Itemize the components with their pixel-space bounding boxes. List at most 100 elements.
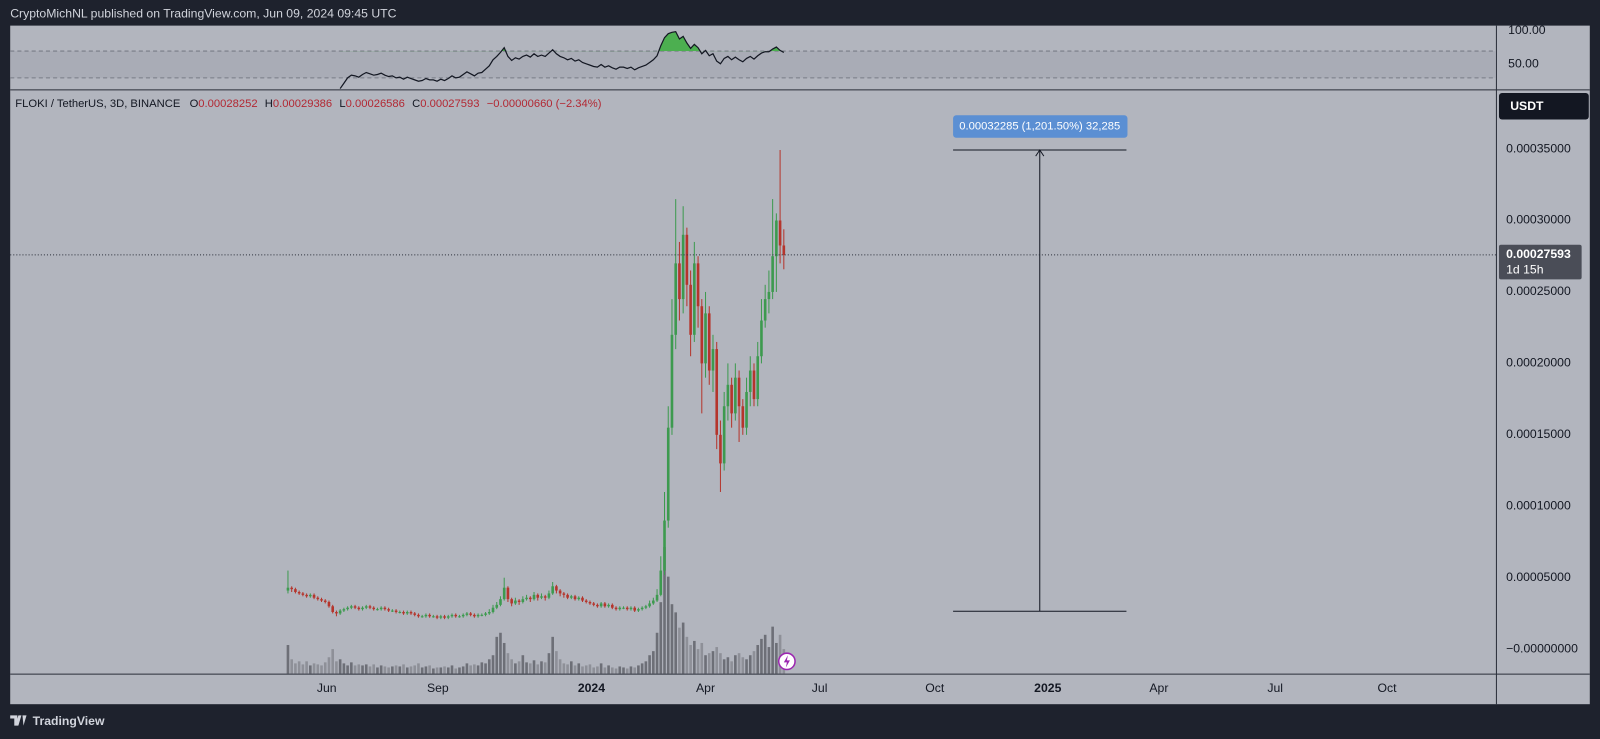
volume-bar xyxy=(495,636,499,674)
candle-body xyxy=(391,610,394,612)
candle-body xyxy=(640,607,644,610)
candle-body xyxy=(338,610,342,614)
candle-body xyxy=(685,234,689,285)
candle-body xyxy=(331,606,335,612)
legend: FLOKI / TetherUS, 3D, BINANCE O0.0002825… xyxy=(15,98,601,110)
candle-body xyxy=(357,607,361,610)
candle-body xyxy=(297,591,301,594)
volume-bar xyxy=(618,666,622,674)
volume-bar xyxy=(726,657,730,674)
volume-bar xyxy=(469,665,472,674)
volume-bar xyxy=(625,668,629,674)
volume-bar xyxy=(502,642,506,674)
volume-bar xyxy=(312,663,316,674)
candle-body xyxy=(309,594,312,597)
candle-body xyxy=(376,609,379,611)
alert-icon[interactable] xyxy=(777,652,796,671)
candle-body xyxy=(424,614,428,617)
ohlc-value: 0.00026586 xyxy=(346,98,405,110)
candle-body xyxy=(514,600,517,604)
volume-bar xyxy=(734,655,737,674)
volume-bar xyxy=(446,667,450,674)
x-tick-label: 2024 xyxy=(578,681,605,695)
volume-bar xyxy=(297,661,301,674)
candle-body xyxy=(719,434,722,464)
candle-body xyxy=(734,377,737,414)
candle-body xyxy=(450,614,454,617)
candle-body xyxy=(678,263,681,300)
volume-bar xyxy=(536,664,540,674)
volume-bar xyxy=(696,649,700,674)
candle-body xyxy=(432,616,435,618)
volume-bar xyxy=(439,667,443,674)
volume-bar xyxy=(294,663,297,674)
volume-bar xyxy=(394,665,398,674)
volume-bar xyxy=(286,645,290,674)
volume-bar xyxy=(301,664,305,674)
currency-button[interactable] xyxy=(1498,92,1589,120)
currency-label[interactable]: USDT xyxy=(1510,99,1544,113)
candle-body xyxy=(312,594,316,598)
candle-body xyxy=(409,611,413,614)
y-tick-label: 0.00030000 xyxy=(1506,213,1571,227)
volume-bar xyxy=(599,663,603,674)
volume-bar xyxy=(417,663,420,674)
volume-bar xyxy=(309,665,312,674)
candle-body xyxy=(707,313,711,371)
x-tick-label: Sep xyxy=(427,681,449,695)
logo-mark xyxy=(10,715,27,726)
volume-bar xyxy=(458,667,461,674)
ohlc-key: L xyxy=(339,98,345,110)
volume-bar xyxy=(570,661,573,674)
x-tick-label: Jul xyxy=(812,681,828,695)
volume-bar xyxy=(346,665,349,674)
volume-bar xyxy=(320,665,323,674)
volume-layer xyxy=(286,547,786,674)
candle-body xyxy=(599,603,603,607)
candle-body xyxy=(577,597,581,600)
candle-body xyxy=(625,607,629,610)
candle-body xyxy=(767,291,771,300)
volume-bar xyxy=(342,663,346,674)
candle-body xyxy=(510,599,513,604)
candle-body xyxy=(771,256,774,292)
candle-body xyxy=(763,299,767,321)
ohlc-key: O xyxy=(190,98,199,110)
candle-body xyxy=(532,594,536,600)
candle-body xyxy=(480,614,484,616)
volume-bar xyxy=(424,666,428,674)
volume-bar xyxy=(693,640,696,674)
volume-bar xyxy=(391,666,394,674)
volume-bar xyxy=(405,667,409,674)
volume-bar xyxy=(555,651,558,674)
volume-bar xyxy=(480,662,484,674)
candle-body xyxy=(562,593,566,595)
volume-bar xyxy=(730,661,733,674)
candle-body xyxy=(476,614,480,617)
candle-body xyxy=(487,611,491,614)
volume-bar xyxy=(290,659,293,674)
candle-body xyxy=(398,611,402,614)
volume-bar xyxy=(558,659,562,674)
volume-bar xyxy=(361,665,364,674)
candle-body xyxy=(760,320,763,357)
volume-bar xyxy=(387,667,390,674)
volume-bar xyxy=(666,576,670,674)
volume-bar xyxy=(659,602,663,674)
brand: TradingView xyxy=(33,714,105,728)
candle-body xyxy=(521,599,525,602)
candle-body xyxy=(752,370,756,400)
candle-body xyxy=(394,610,398,612)
volume-bar xyxy=(689,645,692,674)
last-price-box xyxy=(1498,244,1582,280)
candle-body xyxy=(663,520,666,571)
volume-bar xyxy=(737,653,741,674)
volume-bar xyxy=(420,667,424,674)
candle-body xyxy=(469,613,472,615)
candle-body xyxy=(581,597,584,601)
volume-bar xyxy=(517,661,521,674)
symbol: FLOKI / TetherUS, 3D, BINANCE xyxy=(15,98,180,110)
volume-bar xyxy=(435,667,439,674)
y-tick-label: 0.00020000 xyxy=(1506,356,1571,370)
candle-body xyxy=(458,616,461,618)
